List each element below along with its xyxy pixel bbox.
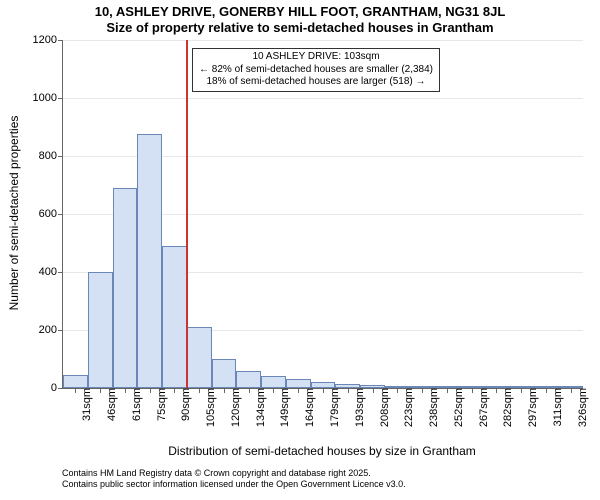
attribution-line1: Contains HM Land Registry data © Crown c… — [62, 468, 406, 479]
xtick-label: 120sqm — [224, 388, 242, 427]
bar — [113, 188, 138, 388]
chart-title-line1: 10, ASHLEY DRIVE, GONERBY HILL FOOT, GRA… — [0, 4, 600, 19]
xtick-label: 134sqm — [249, 388, 267, 427]
attribution-line2: Contains public sector information licen… — [62, 479, 406, 490]
ytick-label: 1200 — [33, 34, 63, 46]
gridline — [63, 40, 583, 41]
bar — [286, 379, 311, 388]
ytick-label: 0 — [51, 382, 63, 394]
bar — [63, 375, 88, 388]
bar — [137, 134, 162, 388]
ytick-label: 400 — [39, 266, 63, 278]
xtick-label: 282sqm — [496, 388, 514, 427]
y-axis-label: Number of semi-detached properties — [7, 103, 21, 323]
annotation-line1: 10 ASHLEY DRIVE: 103sqm — [199, 51, 433, 64]
xtick-label: 326sqm — [571, 388, 589, 427]
xtick-label: 311sqm — [546, 388, 564, 426]
annotation-box: 10 ASHLEY DRIVE: 103sqm ← 82% of semi-de… — [192, 48, 440, 92]
bar — [212, 359, 237, 388]
histogram-chart: 10, ASHLEY DRIVE, GONERBY HILL FOOT, GRA… — [0, 0, 600, 500]
xtick-label: 297sqm — [521, 388, 539, 427]
bar — [187, 327, 212, 388]
xtick-label: 179sqm — [323, 388, 341, 427]
ytick-label: 1000 — [33, 92, 63, 104]
attribution-text: Contains HM Land Registry data © Crown c… — [62, 468, 406, 491]
xtick-label: 238sqm — [422, 388, 440, 427]
annotation-line3: 18% of semi-detached houses are larger (… — [199, 76, 433, 89]
chart-title-line2: Size of property relative to semi-detach… — [0, 20, 600, 35]
x-axis-label: Distribution of semi-detached houses by … — [62, 444, 582, 458]
xtick-label: 193sqm — [348, 388, 366, 427]
reference-line — [186, 40, 188, 388]
bar — [236, 371, 261, 388]
xtick-label: 31sqm — [75, 388, 93, 421]
xtick-label: 75sqm — [150, 388, 168, 421]
xtick-label: 267sqm — [472, 388, 490, 427]
bar — [88, 272, 113, 388]
annotation-line2: ← 82% of semi-detached houses are smalle… — [199, 64, 433, 77]
ytick-label: 600 — [39, 208, 63, 220]
xtick-label: 223sqm — [397, 388, 415, 427]
xtick-label: 252sqm — [447, 388, 465, 427]
xtick-label: 61sqm — [125, 388, 143, 421]
ytick-label: 200 — [39, 324, 63, 336]
xtick-label: 149sqm — [273, 388, 291, 427]
ytick-label: 800 — [39, 150, 63, 162]
bar — [261, 376, 286, 388]
plot-area: 02004006008001000120031sqm46sqm61sqm75sq… — [62, 40, 583, 389]
xtick-label: 90sqm — [174, 388, 192, 421]
gridline — [63, 98, 583, 99]
xtick-label: 46sqm — [100, 388, 118, 421]
xtick-label: 105sqm — [199, 388, 217, 427]
xtick-label: 208sqm — [373, 388, 391, 427]
xtick-label: 164sqm — [298, 388, 316, 427]
bar — [162, 246, 187, 388]
